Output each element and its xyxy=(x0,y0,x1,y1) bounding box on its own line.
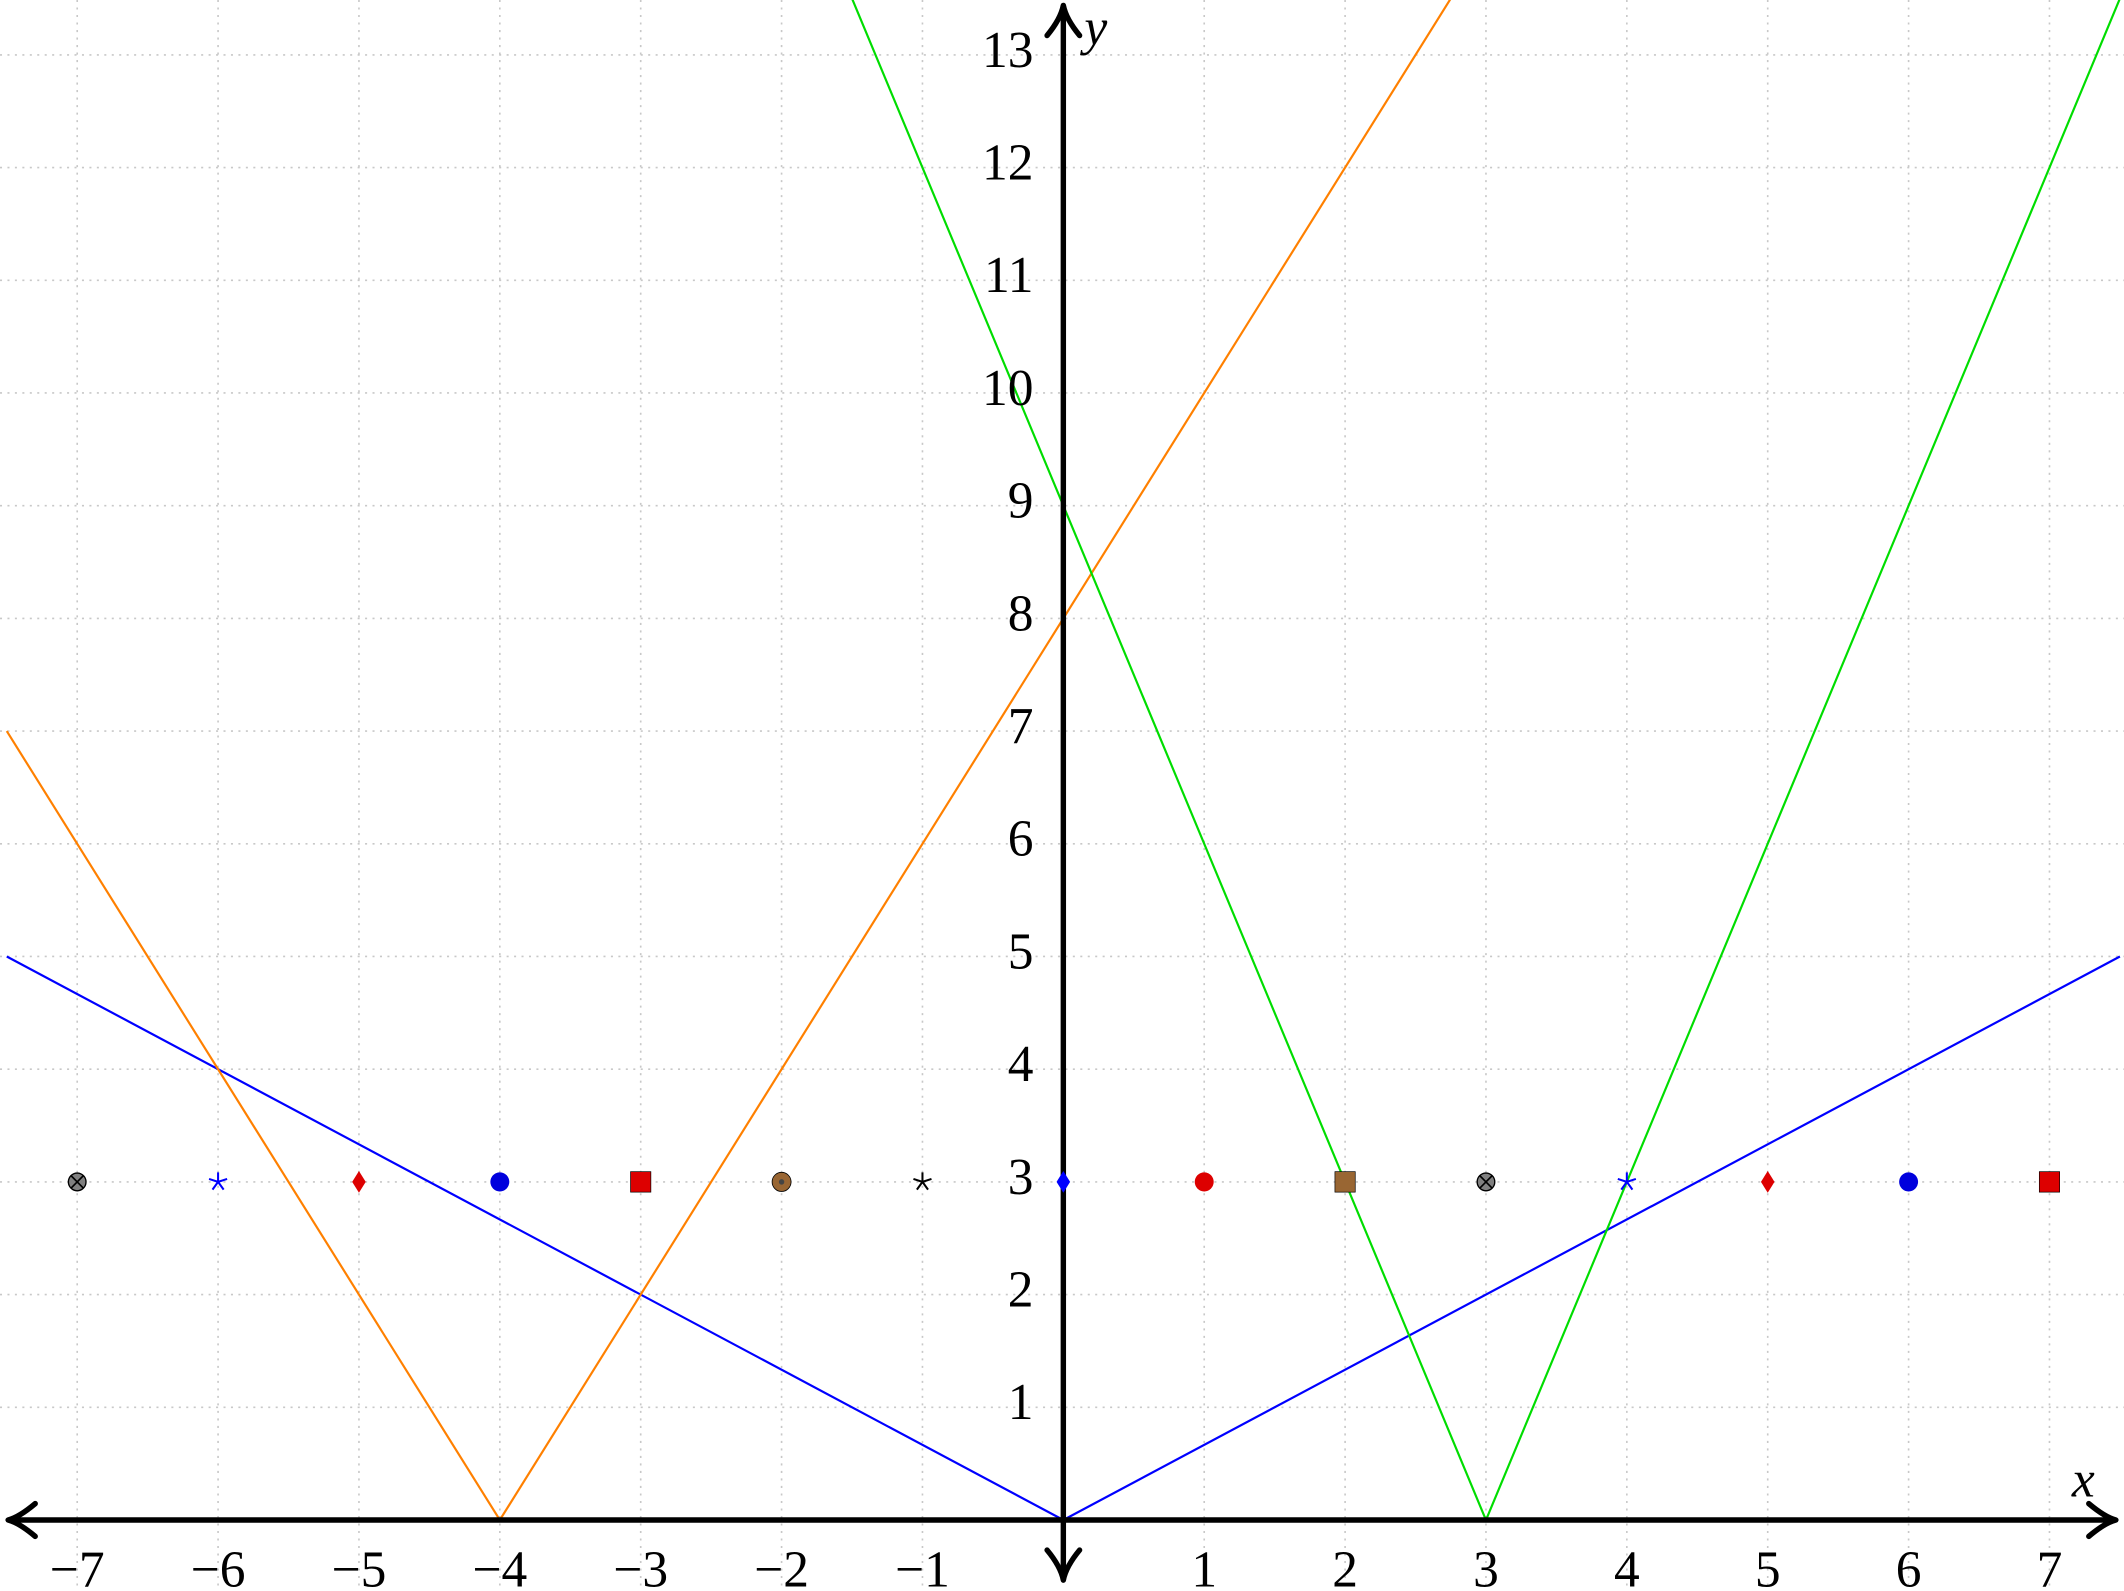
point xyxy=(913,1172,932,1191)
point xyxy=(1194,1172,1214,1192)
axis-arrow xyxy=(2086,1500,2119,1540)
y-tick-label: 11 xyxy=(984,247,1034,304)
marker xyxy=(1194,1172,1214,1192)
x-tick-label: −5 xyxy=(332,1541,387,1591)
marker xyxy=(1760,1170,1775,1193)
point xyxy=(208,1172,228,1191)
x-tick-label: 7 xyxy=(2037,1541,2063,1591)
point xyxy=(67,1172,87,1192)
y-tick-label: 4 xyxy=(1008,1036,1034,1093)
y-tick-label: 12 xyxy=(982,134,1033,191)
y-tick-label: 13 xyxy=(982,22,1033,79)
marker xyxy=(630,1171,652,1193)
x-tick-label: −1 xyxy=(895,1541,950,1591)
marker xyxy=(1617,1172,1637,1191)
axis-arrow xyxy=(1044,2,1083,39)
point xyxy=(490,1172,510,1192)
marker-cross xyxy=(1479,1175,1493,1189)
point xyxy=(1476,1172,1496,1192)
y-tick-label: 10 xyxy=(982,360,1033,417)
x-tick-label: −7 xyxy=(50,1541,105,1591)
y-tick-label: 7 xyxy=(1008,698,1034,755)
y-tick-label: 8 xyxy=(1008,585,1034,642)
marker xyxy=(1334,1171,1356,1193)
point xyxy=(1617,1172,1637,1191)
point xyxy=(1334,1171,1356,1193)
x-tick-label: −4 xyxy=(472,1541,527,1591)
x-tick-label: −6 xyxy=(191,1541,246,1591)
marker xyxy=(208,1172,228,1191)
axis-arrow xyxy=(5,1500,38,1540)
point xyxy=(1056,1170,1071,1193)
marker xyxy=(913,1172,932,1191)
x-tick-label: 6 xyxy=(1896,1541,1922,1591)
marker xyxy=(1899,1172,1919,1192)
y-tick-label: 5 xyxy=(1008,923,1034,980)
marker-dot xyxy=(778,1179,785,1185)
marker xyxy=(1056,1170,1071,1193)
y-tick-label: 2 xyxy=(1008,1261,1034,1318)
marker xyxy=(2038,1171,2060,1193)
point xyxy=(1899,1172,1919,1192)
point xyxy=(2038,1171,2060,1193)
y-tick-label: 6 xyxy=(1008,811,1034,868)
y-tick-label: 1 xyxy=(1008,1374,1034,1431)
line xyxy=(5,0,1452,1523)
x-tick-label: 4 xyxy=(1614,1541,1640,1591)
point xyxy=(771,1171,792,1192)
marker xyxy=(490,1172,510,1192)
x-tick-label: 1 xyxy=(1191,1541,1217,1591)
x-tick-label: −3 xyxy=(613,1541,668,1591)
y-tick-label: 3 xyxy=(1008,1149,1034,1206)
point xyxy=(352,1170,366,1193)
marker-cross xyxy=(70,1175,84,1189)
x-axis-label: x xyxy=(2071,1451,2095,1508)
y-tick-label: 9 xyxy=(1008,472,1034,529)
x-tick-label: 2 xyxy=(1332,1541,1358,1591)
point xyxy=(630,1171,652,1193)
y-axis-label: y xyxy=(1079,0,1107,57)
point xyxy=(1760,1170,1775,1193)
x-tick-label: −2 xyxy=(754,1541,809,1591)
marker xyxy=(352,1170,366,1193)
axis-arrow xyxy=(1044,1547,1083,1583)
x-tick-label: 3 xyxy=(1473,1541,1499,1591)
x-tick-label: 5 xyxy=(1755,1541,1781,1591)
